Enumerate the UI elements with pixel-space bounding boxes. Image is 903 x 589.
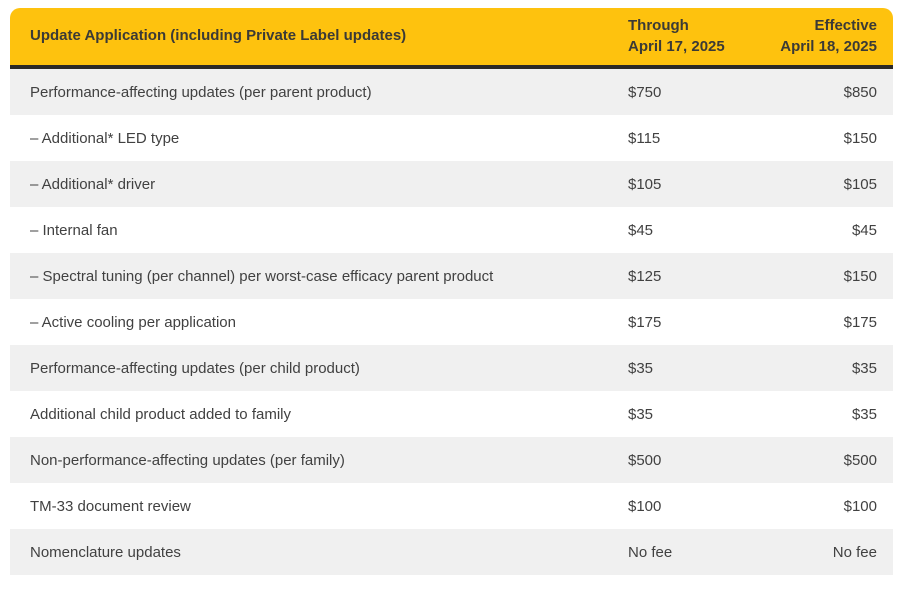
row-label: – Spectral tuning (per channel) per wors… — [30, 267, 494, 285]
row-label: – Active cooling per application — [30, 313, 236, 331]
table-row: Additional child product added to family… — [10, 391, 893, 437]
header-through-line1: Through — [628, 17, 689, 35]
row-through-value: $750 — [628, 83, 662, 101]
row-effective-value: $35 — [851, 359, 877, 377]
table-row: Performance-affecting updates (per paren… — [10, 69, 893, 115]
fee-table: Update Application (including Private La… — [10, 8, 893, 575]
table-row: – Additional* driver $105 $105 — [10, 161, 893, 207]
header-through-line2: April 17, 2025 — [628, 37, 725, 55]
header-effective-line1: Effective — [814, 17, 877, 35]
row-label: – Additional* driver — [30, 175, 156, 193]
row-effective-value: $45 — [851, 221, 877, 239]
row-through-value: $100 — [628, 497, 662, 515]
row-through-value: $35 — [628, 359, 654, 377]
row-effective-value: $175 — [843, 313, 877, 331]
table-row: Non-performance-affecting updates (per f… — [10, 437, 893, 483]
header-effective-line2: April 18, 2025 — [780, 37, 877, 55]
row-effective-value: $150 — [843, 129, 877, 147]
table-row: – Active cooling per application $175 $175 — [10, 299, 893, 345]
row-effective-value: $35 — [851, 405, 877, 423]
row-label: Non-performance-affecting updates (per f… — [30, 451, 345, 469]
table-row: – Internal fan $45 $45 — [10, 207, 893, 253]
table-row: Nomenclature updates No fee No fee — [10, 529, 893, 575]
row-label: Nomenclature updates — [30, 543, 181, 561]
header-effective-column: Effective April 18, 2025 — [768, 16, 893, 57]
row-effective-value: $150 — [843, 267, 877, 285]
row-label: – Internal fan — [30, 221, 118, 239]
table-row: Performance-affecting updates (per child… — [10, 345, 893, 391]
row-label: Additional child product added to family — [30, 405, 291, 423]
row-effective-value: $100 — [843, 497, 877, 515]
row-through-value: $115 — [628, 129, 661, 147]
fee-table-header: Update Application (including Private La… — [10, 8, 893, 69]
row-through-value: $125 — [628, 267, 662, 285]
row-through-value: $105 — [628, 175, 662, 193]
row-through-value: $500 — [628, 451, 662, 469]
row-label: Performance-affecting updates (per paren… — [30, 83, 372, 101]
row-label: – Additional* LED type — [30, 129, 180, 147]
row-effective-value: $500 — [843, 451, 877, 469]
row-effective-value: No fee — [832, 543, 877, 561]
row-through-value: $175 — [628, 313, 662, 331]
fee-table-body: Performance-affecting updates (per paren… — [10, 69, 893, 575]
header-title: Update Application (including Private La… — [30, 27, 407, 45]
header-through-column: Through April 17, 2025 — [628, 16, 768, 57]
row-label: Performance-affecting updates (per child… — [30, 359, 360, 377]
table-row: TM-33 document review $100 $100 — [10, 483, 893, 529]
row-label: TM-33 document review — [30, 497, 191, 515]
row-through-value: $35 — [628, 405, 654, 423]
table-row: – Additional* LED type $115 $150 — [10, 115, 893, 161]
row-through-value: $45 — [628, 221, 654, 239]
row-through-value: No fee — [628, 543, 673, 561]
row-effective-value: $850 — [843, 83, 877, 101]
row-effective-value: $105 — [843, 175, 877, 193]
table-row: – Spectral tuning (per channel) per wors… — [10, 253, 893, 299]
